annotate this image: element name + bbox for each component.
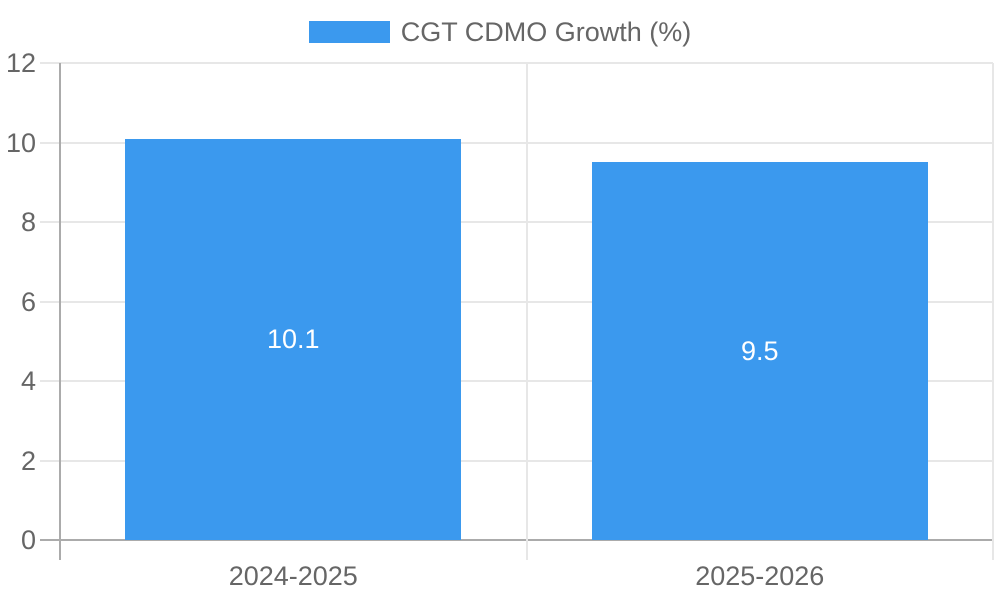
bar-value-label: 10.1 <box>266 324 320 355</box>
y-axis-tick-label: 2 <box>20 445 36 476</box>
y-axis-tick-label: 4 <box>20 366 36 396</box>
y-axis-tick <box>40 380 60 382</box>
vertical-gridline <box>992 63 994 560</box>
y-axis-tick-label: 8 <box>20 207 36 237</box>
y-axis-tick-label: 10 <box>5 127 36 158</box>
y-axis-tick <box>40 539 60 541</box>
legend-label: CGT CDMO Growth (%) <box>400 17 692 47</box>
y-axis-tick <box>40 459 60 462</box>
bar-value-label: 9.5 <box>740 336 779 367</box>
x-axis-category-label: 2025-2026 <box>695 561 825 591</box>
y-axis-tick <box>40 141 60 144</box>
bar <box>125 138 462 540</box>
legend: CGT CDMO Growth (%) <box>0 18 1000 46</box>
y-axis-tick <box>40 300 60 303</box>
y-axis-tick <box>40 62 60 64</box>
y-axis-tick <box>40 221 60 223</box>
y-axis-tick-label: 12 <box>5 48 36 78</box>
bar <box>591 162 928 540</box>
legend-swatch <box>308 21 390 43</box>
x-axis-category-label: 2024-2025 <box>228 561 358 591</box>
y-axis-tick-label: 6 <box>20 286 36 317</box>
y-axis-line <box>59 63 61 560</box>
y-axis-tick-label: 0 <box>20 525 36 555</box>
vertical-gridline <box>525 63 528 560</box>
